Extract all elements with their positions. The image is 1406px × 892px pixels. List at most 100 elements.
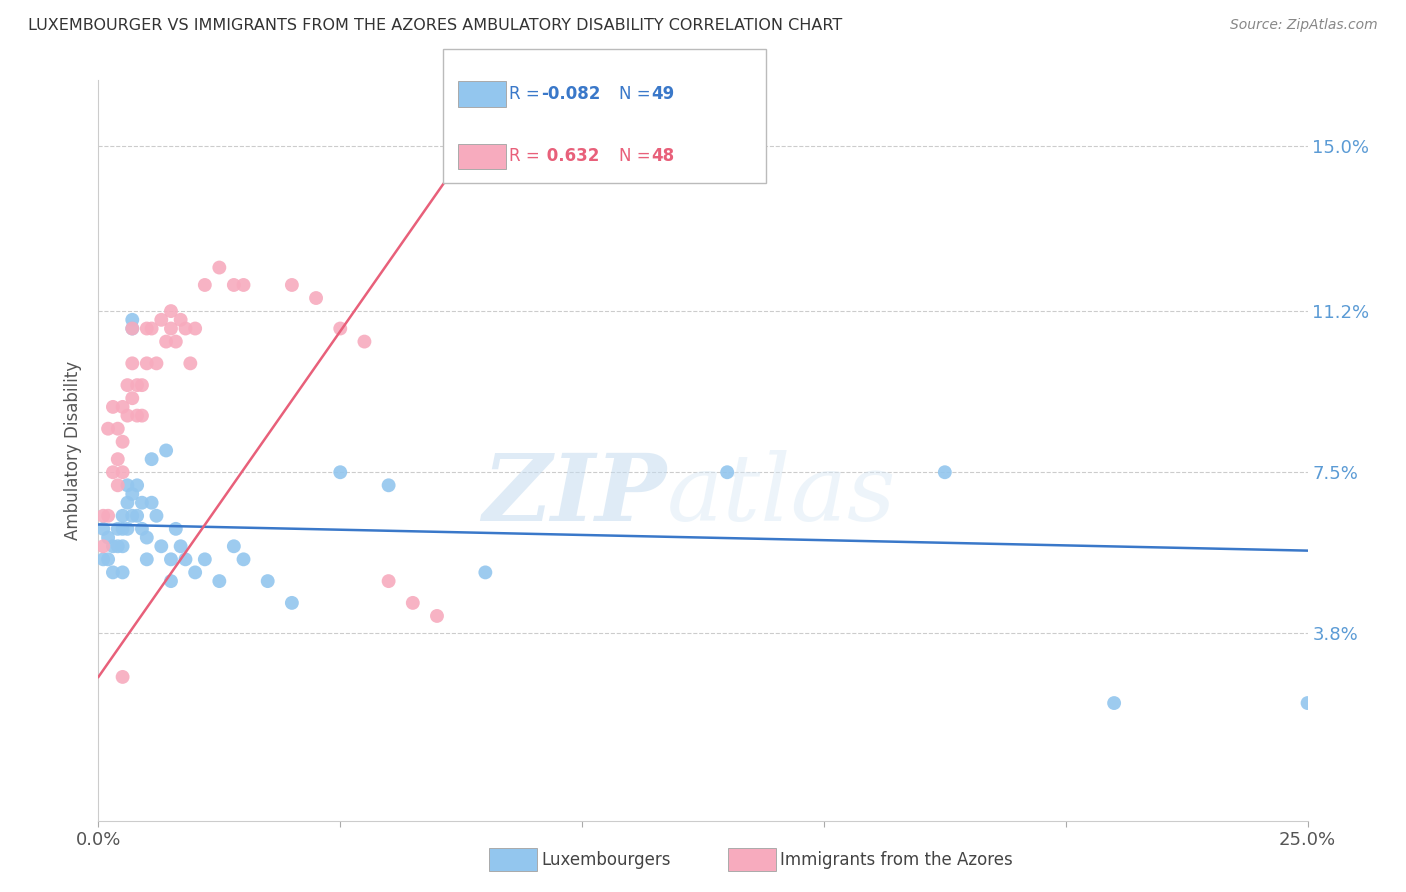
- Point: [208, 260, 231, 275]
- Point: [101, 539, 124, 553]
- Point: [121, 313, 143, 327]
- Point: [131, 378, 153, 392]
- Point: [934, 465, 956, 479]
- Point: [101, 465, 124, 479]
- Point: [107, 522, 129, 536]
- Point: [377, 574, 399, 588]
- Point: [160, 321, 183, 335]
- Point: [111, 522, 134, 536]
- Point: [111, 465, 134, 479]
- Point: [329, 321, 352, 335]
- Point: [208, 574, 231, 588]
- Point: [256, 574, 278, 588]
- Point: [91, 552, 114, 566]
- Point: [141, 496, 163, 510]
- Point: [150, 539, 173, 553]
- Point: [1296, 696, 1319, 710]
- Point: [450, 147, 472, 161]
- Point: [169, 539, 191, 553]
- Point: [127, 508, 149, 523]
- Point: [716, 465, 738, 479]
- Point: [232, 277, 254, 292]
- Point: [426, 609, 449, 624]
- Point: [184, 566, 207, 580]
- Point: [117, 378, 139, 392]
- Point: [117, 478, 139, 492]
- Point: [305, 291, 328, 305]
- Point: [117, 496, 139, 510]
- Point: [1102, 696, 1125, 710]
- Text: -0.082: -0.082: [541, 85, 600, 103]
- Point: [141, 452, 163, 467]
- Point: [97, 508, 120, 523]
- Point: [121, 321, 143, 335]
- Text: Immigrants from the Azores: Immigrants from the Azores: [780, 851, 1014, 869]
- Point: [281, 596, 304, 610]
- Point: [135, 552, 157, 566]
- Point: [111, 539, 134, 553]
- Point: [107, 539, 129, 553]
- Point: [474, 147, 496, 161]
- Text: 48: 48: [651, 147, 673, 165]
- Text: N =: N =: [619, 147, 655, 165]
- Point: [121, 356, 143, 370]
- Point: [111, 566, 134, 580]
- Point: [127, 478, 149, 492]
- Text: R =: R =: [509, 147, 546, 165]
- Point: [281, 277, 304, 292]
- Point: [165, 522, 187, 536]
- Point: [222, 277, 245, 292]
- Point: [107, 478, 129, 492]
- Point: [127, 378, 149, 392]
- Point: [474, 566, 496, 580]
- Text: ZIP: ZIP: [482, 450, 666, 540]
- Point: [131, 496, 153, 510]
- Point: [111, 670, 134, 684]
- Point: [91, 508, 114, 523]
- Point: [107, 422, 129, 436]
- Point: [135, 321, 157, 335]
- Point: [194, 277, 217, 292]
- Point: [145, 356, 167, 370]
- Point: [91, 522, 114, 536]
- Point: [121, 508, 143, 523]
- Point: [131, 409, 153, 423]
- Point: [194, 552, 217, 566]
- Point: [329, 465, 352, 479]
- Text: 49: 49: [651, 85, 675, 103]
- Point: [97, 531, 120, 545]
- Point: [377, 478, 399, 492]
- Point: [117, 522, 139, 536]
- Point: [141, 321, 163, 335]
- Point: [127, 409, 149, 423]
- Point: [131, 522, 153, 536]
- Point: [169, 313, 191, 327]
- Point: [179, 356, 201, 370]
- Point: [91, 539, 114, 553]
- Point: [222, 539, 245, 553]
- Point: [165, 334, 187, 349]
- Point: [135, 356, 157, 370]
- Text: N =: N =: [619, 85, 655, 103]
- Text: Luxembourgers: Luxembourgers: [541, 851, 671, 869]
- Point: [107, 452, 129, 467]
- Point: [150, 313, 173, 327]
- Point: [135, 531, 157, 545]
- Point: [101, 400, 124, 414]
- Point: [174, 552, 197, 566]
- Point: [117, 409, 139, 423]
- Point: [121, 487, 143, 501]
- Point: [121, 391, 143, 405]
- Point: [160, 552, 183, 566]
- Text: R =: R =: [509, 85, 546, 103]
- Point: [111, 400, 134, 414]
- Point: [121, 321, 143, 335]
- Text: 0.632: 0.632: [541, 147, 600, 165]
- Point: [184, 321, 207, 335]
- Point: [97, 552, 120, 566]
- Point: [145, 508, 167, 523]
- Point: [111, 508, 134, 523]
- Point: [232, 552, 254, 566]
- Y-axis label: Ambulatory Disability: Ambulatory Disability: [65, 361, 83, 540]
- Point: [402, 596, 425, 610]
